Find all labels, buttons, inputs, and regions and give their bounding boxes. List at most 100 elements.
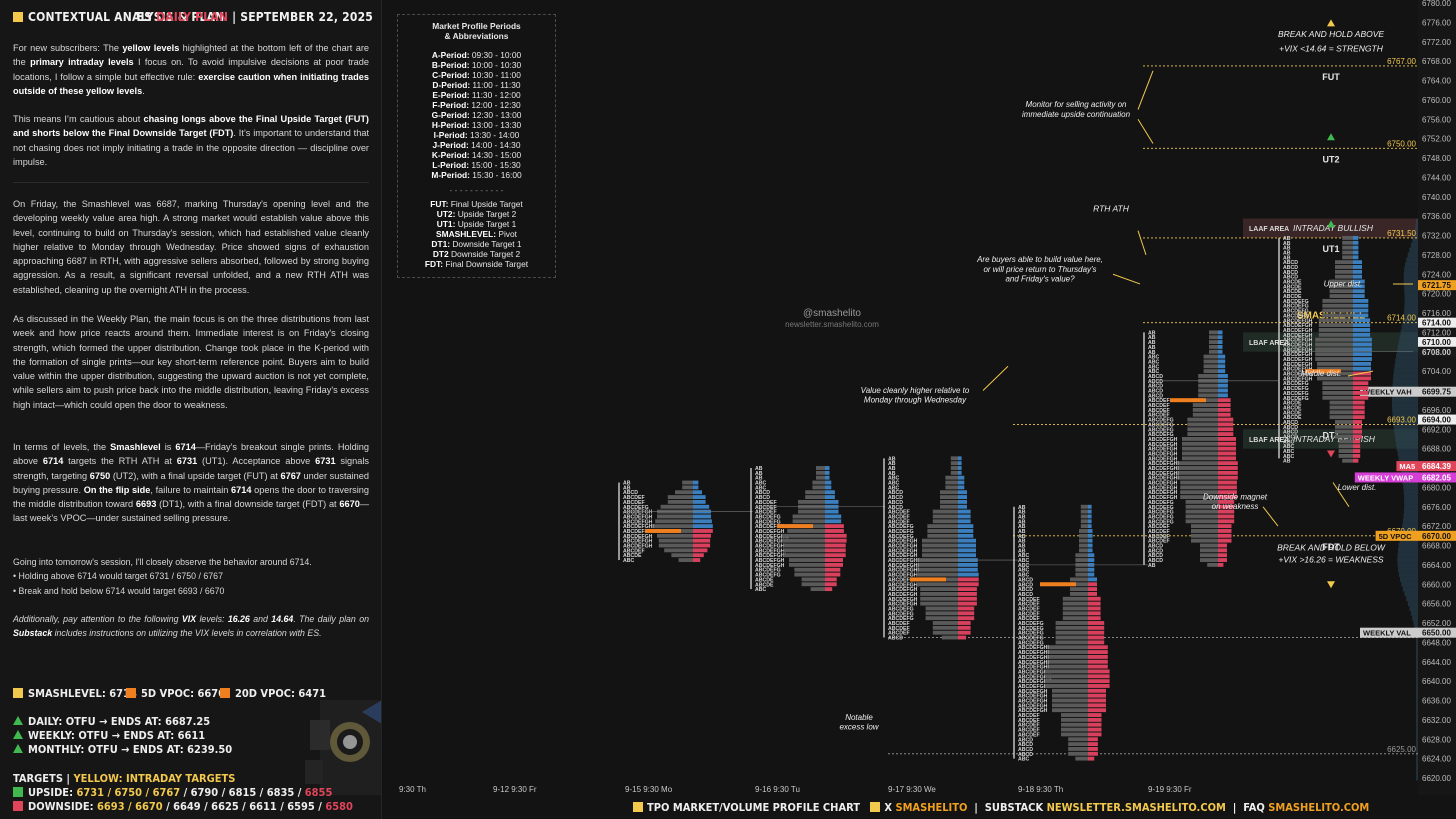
profile-bar [945,485,958,490]
profile-bar [1044,669,1088,674]
tpo-row: ABCDEFGH [1148,490,1178,496]
delta-bar [1218,480,1237,485]
volume-profile-bar [1412,615,1418,621]
profile-bar [1075,567,1088,572]
price-tag-value: 6710.00 [1422,338,1451,347]
profile-bar [805,490,825,495]
footer-x-link[interactable]: SMASHELITO [895,801,968,814]
profile-bar [922,543,958,548]
legend-period-row: K-Period: 14:30 - 15:00 [431,150,522,160]
delta-bar [958,548,976,553]
delta-bar [1218,529,1232,533]
tpo-row: ABCD [1148,393,1163,399]
tpo-row: AB [1283,250,1291,256]
y-tick-label: 6696.00 [1422,406,1451,415]
delta-bar [693,499,706,504]
profile-bar [657,533,693,538]
volume-profile-bar [1416,731,1418,737]
profile-bar [1329,405,1353,410]
delta-bar [825,490,835,495]
volume-profile-bar [1397,552,1418,558]
footer-faq-link[interactable]: SMASHELITO.COM [1268,801,1370,814]
tpo-row: ABCD [1148,553,1163,559]
delta-bar [1088,592,1097,596]
tpo-row: ABCDEFGHI [755,544,786,550]
tpo-row: AB [1148,340,1156,346]
upside-yellow: 6731 / 6750 / 6767 [76,786,181,799]
up-triangle-icon [1327,133,1335,141]
legend-abbr-row: DT1: Downside Target 1 [431,239,522,249]
volume-profile-bar [1416,702,1418,708]
tpo-row: ABCDEFGHIJ [1018,679,1052,685]
profile-bar [1068,742,1088,747]
profile-bar [658,543,693,548]
tpo-row: ABC [1018,563,1029,569]
delta-bar [1218,548,1227,553]
volume-profile-bar [1402,523,1418,529]
volume-profile-bar [1416,639,1418,645]
delta-bar [1218,344,1223,349]
delta-bar [1088,640,1105,645]
watermark-site: newsletter.smashelito.com [785,320,879,329]
profile-bar [1062,596,1088,601]
delta-bar [1218,427,1234,432]
delta-bar [1088,732,1102,737]
tpo-row: ABCD [1283,265,1298,271]
tpo-chart[interactable]: 6780.00 6776.00 6772.00 6768.00 6764.00 6760.… [383,0,1456,795]
y-tick-label: 6652.00 [1422,619,1451,628]
delta-bar [958,553,976,558]
profile-bar [925,606,958,611]
profile-bar [916,582,958,587]
tpo-row: ABCDEFGH [888,544,918,550]
profile-bar [1079,543,1088,548]
delta-bar [1218,475,1238,480]
legend-period-row: E-Period: 11:30 - 12:00 [432,90,521,100]
delta-bar [1218,558,1227,562]
profile-bar [1315,337,1353,342]
tpo-row: ABCDEFGHI [1148,476,1179,482]
delta-bar [1088,645,1108,650]
annotation-arrow-icon [1137,230,1147,256]
chart-canvas[interactable]: 6780.00 6776.00 6772.00 6768.00 6764.00 6760.… [383,0,1456,795]
up-triangle-icon [1327,19,1335,27]
level-zone-label: FDT [1322,542,1340,552]
delta-bar [1353,274,1362,279]
level-zone-label: DT1 [1322,430,1339,440]
annotation-text: Monitor for selling activity on [1026,100,1127,109]
tpo-row: ABCD [1283,420,1298,426]
volume-profile-bar [1401,581,1418,587]
y-tick-label: 6768.00 [1422,57,1451,66]
tpo-row: ABCDEFGHI [1018,650,1049,656]
y-tick-label: 6704.00 [1422,367,1451,376]
delta-bar [1353,357,1372,361]
volume-profile-bar [1403,489,1418,495]
profile-bar [1185,519,1218,524]
tpo-row: ABCDEF [1148,539,1170,545]
delta-bar [825,495,835,499]
delta-bar [1353,298,1369,303]
tpo-row: ABCDEFG [755,573,781,579]
profile-bar [1080,524,1088,529]
tpo-row: ABCDEFGH [1283,352,1313,358]
zone-label: LBAF AREA [1249,437,1289,444]
profile-bar [1180,490,1218,495]
profile-bar [1070,582,1088,587]
tpo-row: ABCDEFGH [888,553,918,559]
tpo-row: ABCDEFG [888,529,914,535]
profile-bar [1342,458,1353,463]
profile-bar [927,524,958,529]
tpo-row: ABCDEFGHI [623,529,654,535]
delta-bar [1218,470,1238,475]
profile-bar [1185,514,1218,519]
volume-profile-bar [1416,717,1418,723]
tpo-row: ABCDEF [888,514,910,520]
delta-bar [1218,359,1226,364]
footer-substack-link[interactable]: NEWSLETTER.SMASHELITO.COM [1046,801,1226,814]
annotation-arrow-icon [982,365,1009,391]
profile-bar [783,548,825,553]
profile-bar [950,466,958,470]
delta-bar [1353,284,1365,289]
tpo-row: ABC [623,558,634,564]
tpo-row: ABCDE [1283,280,1302,286]
downside-white: / 6649 / 6625 / 6611 / 6595 / [166,800,322,813]
